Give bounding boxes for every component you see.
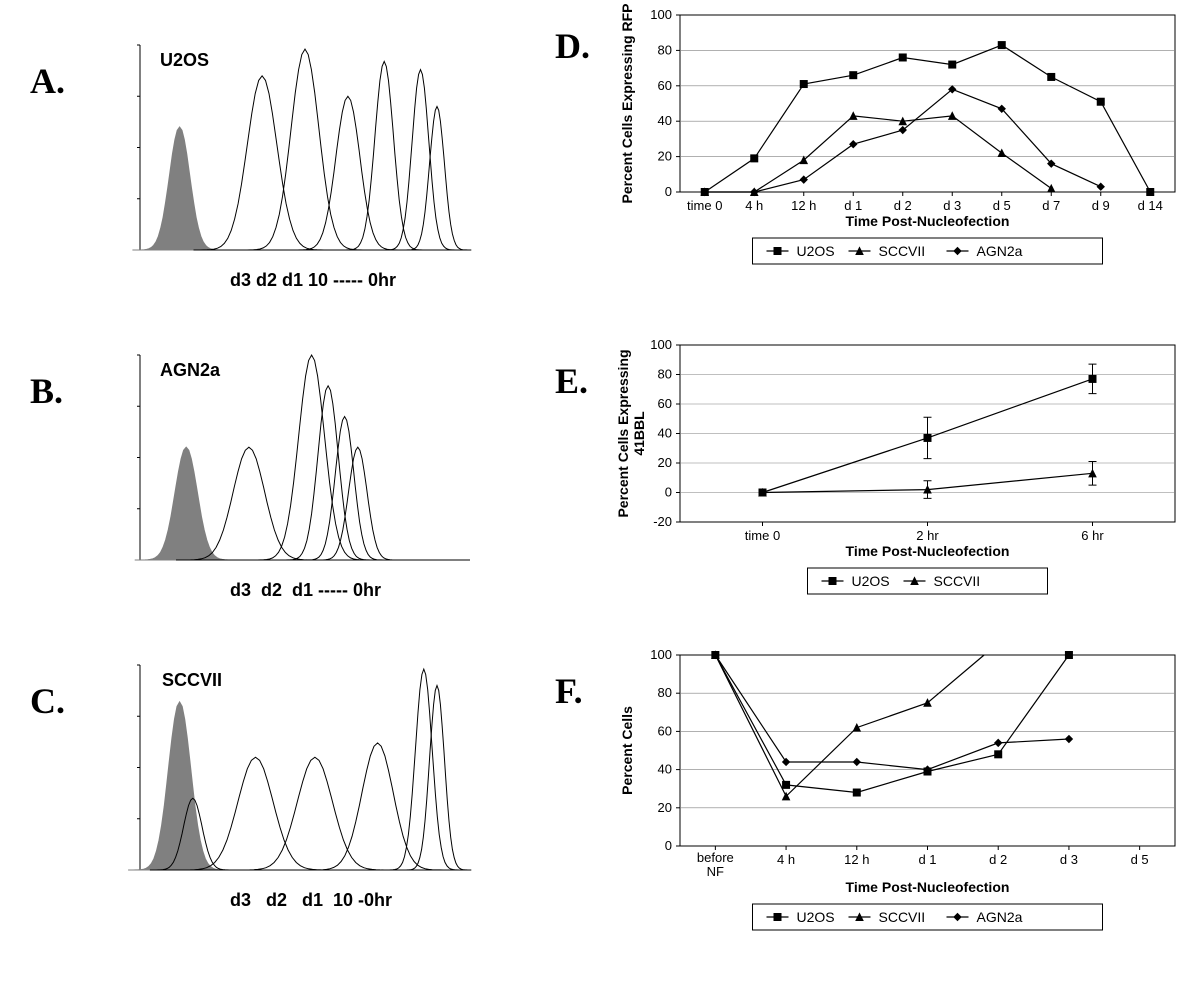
svg-text:4 h: 4 h — [777, 852, 795, 867]
svg-text:d 1: d 1 — [844, 198, 862, 213]
svg-text:SCCVII: SCCVII — [934, 573, 981, 589]
svg-text:U2OS: U2OS — [852, 573, 890, 589]
svg-text:d 2: d 2 — [989, 852, 1007, 867]
svg-text:Percent Cells Expressing41BBL: Percent Cells Expressing41BBL — [615, 349, 647, 517]
svg-text:100: 100 — [650, 337, 672, 352]
svg-text:d 14: d 14 — [1138, 198, 1163, 213]
svg-text:12 h: 12 h — [844, 852, 869, 867]
svg-text:Percent Cells: Percent Cells — [619, 706, 635, 795]
svg-text:60: 60 — [658, 396, 672, 411]
svg-text:NF: NF — [707, 864, 724, 879]
svg-text:Time Post-Nucleofection: Time Post-Nucleofection — [846, 879, 1010, 895]
histogram-C-title: SCCVII — [162, 670, 222, 691]
svg-text:0: 0 — [665, 485, 672, 500]
chart-E: -20 0 20 40 60 80 100 time 0 2 hr 6 hr Percent Cel… — [610, 330, 1190, 635]
histogram-C-caption: d3 d2 d1 10 -0hr — [230, 890, 392, 911]
svg-text:4 h: 4 h — [745, 198, 763, 213]
svg-text:80: 80 — [658, 367, 672, 382]
histogram-A-title: U2OS — [160, 50, 209, 71]
histogram-B-svg — [100, 345, 480, 575]
svg-text:U2OS: U2OS — [797, 243, 835, 259]
svg-text:AGN2a: AGN2a — [977, 243, 1023, 259]
histogram-C: SCCVII d3 d2 d1 10 -0hr — [100, 655, 480, 890]
panel-label-E: E. — [555, 360, 588, 402]
svg-text:SCCVII: SCCVII — [879, 243, 926, 259]
svg-text:d 9: d 9 — [1092, 198, 1110, 213]
svg-text:d 1: d 1 — [918, 852, 936, 867]
svg-text:d 3: d 3 — [943, 198, 961, 213]
svg-text:40: 40 — [658, 113, 672, 128]
panel-label-C: C. — [30, 680, 65, 722]
svg-text:U2OS: U2OS — [797, 909, 835, 925]
svg-text:20: 20 — [658, 149, 672, 164]
histogram-A: U2OS d3 d2 d1 10 ----- 0hr — [100, 35, 480, 270]
svg-text:60: 60 — [658, 78, 672, 93]
svg-text:60: 60 — [658, 723, 672, 738]
histogram-A-caption: d3 d2 d1 10 ----- 0hr — [230, 270, 396, 291]
svg-text:d 5: d 5 — [993, 198, 1011, 213]
svg-text:AGN2a: AGN2a — [977, 909, 1023, 925]
svg-text:12 h: 12 h — [791, 198, 816, 213]
svg-text:2 hr: 2 hr — [916, 528, 939, 543]
svg-text:80: 80 — [658, 685, 672, 700]
svg-text:time 0: time 0 — [687, 198, 722, 213]
chart-D: 0 20 40 60 80 100 time 0 4 h 12 h d 1 d 2 d 3 d 5 d 7… — [610, 0, 1190, 305]
panel-label-B: B. — [30, 370, 63, 412]
svg-text:0: 0 — [665, 838, 672, 853]
svg-text:d 5: d 5 — [1131, 852, 1149, 867]
histogram-C-svg — [100, 655, 480, 885]
histogram-A-svg — [100, 35, 480, 265]
svg-text:0: 0 — [665, 184, 672, 199]
svg-text:SCCVII: SCCVII — [879, 909, 926, 925]
svg-text:before: before — [697, 850, 734, 865]
panel-label-F: F. — [555, 670, 583, 712]
svg-text:100: 100 — [650, 7, 672, 22]
panel-label-D: D. — [555, 25, 590, 67]
figure-page: A. B. C. D. E. F. U2OS d3 d2 d1 10 -----… — [0, 0, 1200, 988]
svg-text:d 3: d 3 — [1060, 852, 1078, 867]
svg-text:40: 40 — [658, 762, 672, 777]
svg-text:Time Post-Nucleofection: Time Post-Nucleofection — [846, 543, 1010, 559]
svg-text:Time Post-Nucleofection: Time Post-Nucleofection — [846, 213, 1010, 229]
chart-D-svg: 0 20 40 60 80 100 time 0 4 h 12 h d 1 d 2 d 3 d 5 d 7… — [610, 0, 1190, 300]
panel-label-A: A. — [30, 60, 65, 102]
svg-text:-20: -20 — [653, 514, 672, 529]
chart-F: 0 20 40 60 80 100 beforeNF 4 h 12 h d 1 d 2 d 3 d 5 P… — [610, 640, 1190, 975]
svg-text:20: 20 — [658, 800, 672, 815]
chart-E-svg: -20 0 20 40 60 80 100 time 0 2 hr 6 hr Percent Cel… — [610, 330, 1190, 630]
histogram-B: AGN2a d3 d2 d1 ----- 0hr — [100, 345, 480, 580]
histogram-B-title: AGN2a — [160, 360, 220, 381]
svg-text:time 0: time 0 — [745, 528, 780, 543]
svg-text:20: 20 — [658, 455, 672, 470]
svg-text:100: 100 — [650, 647, 672, 662]
chart-F-svg: 0 20 40 60 80 100 beforeNF 4 h 12 h d 1 d 2 d 3 d 5 P… — [610, 640, 1190, 970]
svg-text:Percent Cells Expressing RFP: Percent Cells Expressing RFP — [619, 4, 635, 204]
svg-text:40: 40 — [658, 426, 672, 441]
svg-text:d 7: d 7 — [1042, 198, 1060, 213]
svg-text:6 hr: 6 hr — [1081, 528, 1104, 543]
histogram-B-caption: d3 d2 d1 ----- 0hr — [230, 580, 381, 601]
svg-text:80: 80 — [658, 42, 672, 57]
svg-text:d 2: d 2 — [894, 198, 912, 213]
